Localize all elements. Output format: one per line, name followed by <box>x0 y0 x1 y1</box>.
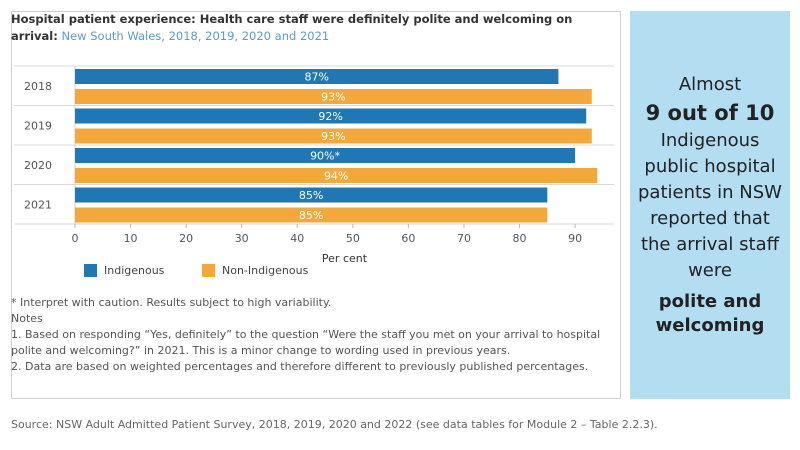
bar-value-label: 94% <box>324 170 348 183</box>
x-tick-label: 80 <box>513 232 527 245</box>
bar-value-label: 93% <box>321 130 345 143</box>
note-2: 2. Data are based on weighted percentage… <box>11 360 589 373</box>
bar-value-label: 93% <box>321 91 345 104</box>
notes-heading: Notes <box>11 312 43 325</box>
caution-note: * Interpret with caution. Results subjec… <box>11 296 332 309</box>
bar-chart: 0 10 20 30 40 50 60 70 80 90 Per cent 2018 87% 93% 201… <box>14 65 614 265</box>
legend-swatch-non-indigenous <box>202 264 215 277</box>
bar-value-label: 85% <box>299 189 323 202</box>
x-tick-label: 0 <box>72 232 79 245</box>
callout-emphasis-2: welcoming <box>655 315 765 336</box>
callout-box: Almost 9 out of 10 Indigenous public hos… <box>630 11 790 399</box>
callout-line-7: were <box>688 260 732 281</box>
x-axis-title: Per cent <box>322 252 368 265</box>
legend-swatch-indigenous <box>84 264 97 277</box>
callout-line-6: the arrival staff <box>640 234 780 255</box>
bar-indigenous <box>75 108 587 124</box>
callout-line-3: public hospital <box>644 156 776 177</box>
x-tick-label: 90 <box>568 232 582 245</box>
bar-value-label: 87% <box>304 71 328 84</box>
callout-line-1: Almost <box>678 74 742 95</box>
category-label: 2019 <box>24 119 52 132</box>
bar-value-label: 85% <box>299 209 323 222</box>
chart-title-main: Hospital patient experience: Health care… <box>11 12 573 43</box>
bar-non-indigenous <box>75 207 548 223</box>
chart-title: Hospital patient experience: Health care… <box>11 11 581 45</box>
x-tick-label: 70 <box>457 232 471 245</box>
x-tick-label: 20 <box>179 232 193 245</box>
chart-notes: * Interpret with caution. Results subjec… <box>11 295 606 375</box>
bar-indigenous <box>75 148 576 163</box>
x-tick-label: 60 <box>401 232 415 245</box>
category-label: 2018 <box>24 80 52 93</box>
bar-value-label: 90%* <box>310 150 340 163</box>
category-label: 2021 <box>24 198 52 211</box>
bar-non-indigenous <box>75 128 592 144</box>
chart-title-subtitle: New South Wales, 2018, 2019, 2020 and 20… <box>61 29 330 43</box>
legend-label-non-indigenous: Non-Indigenous <box>222 264 309 277</box>
bar-indigenous <box>75 69 559 84</box>
callout-emphasis-1: polite and <box>658 291 762 312</box>
bar-indigenous <box>75 187 548 203</box>
x-tick-label: 10 <box>124 232 138 245</box>
bar-non-indigenous <box>75 89 592 104</box>
x-tick-label: 30 <box>235 232 249 245</box>
note-1: 1. Based on responding “Yes, definitely”… <box>11 328 601 357</box>
x-tick-label: 40 <box>290 232 304 245</box>
callout-highlight: 9 out of 10 <box>645 101 775 125</box>
callout-line-2: Indigenous <box>660 130 760 151</box>
callout-line-4: patients in NSW <box>638 182 782 203</box>
legend-label-indigenous: Indigenous <box>104 264 165 277</box>
source-note: Source: NSW Adult Admitted Patient Surve… <box>11 418 658 431</box>
bar-value-label: 92% <box>318 110 342 123</box>
callout-line-5: reported that <box>650 208 770 229</box>
bar-non-indigenous <box>75 168 598 183</box>
category-label: 2020 <box>24 159 52 172</box>
x-tick-label: 50 <box>346 232 360 245</box>
